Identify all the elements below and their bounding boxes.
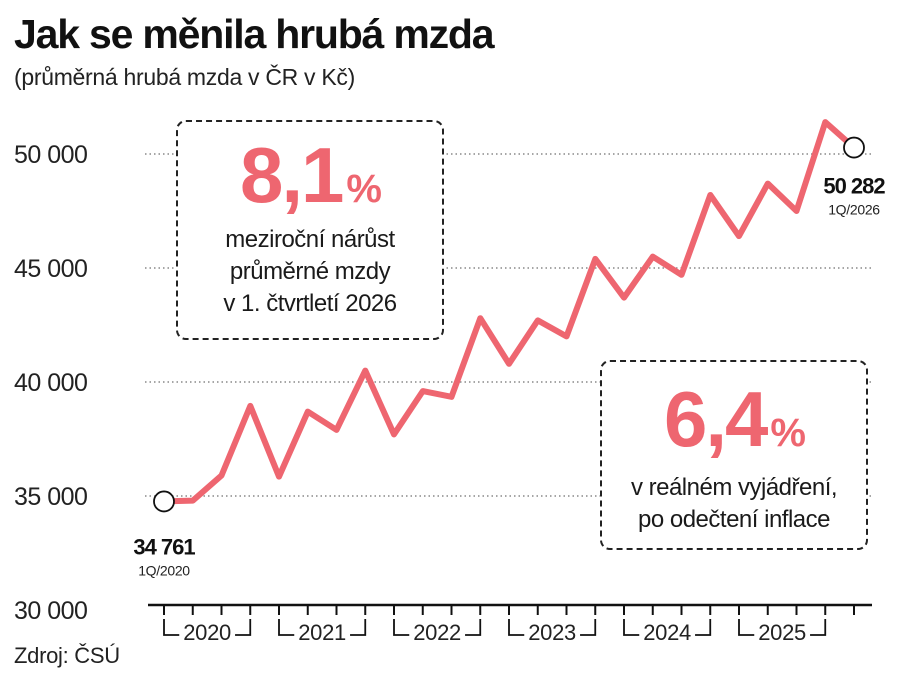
start-point-marker xyxy=(153,490,175,513)
growth-text-line1: meziroční nárůst xyxy=(225,226,395,253)
point-annotations: 34 761 1Q/2020 50 282 1Q/2026 xyxy=(133,174,886,579)
x-axis: 2020 2021 2022 2023 2024 2025 xyxy=(148,603,872,646)
y-tick-label: 40 000 xyxy=(14,369,87,397)
wage-series-line xyxy=(161,119,857,505)
source-note: Zdroj: ČSÚ xyxy=(14,643,120,668)
year-label-bg xyxy=(409,619,466,646)
real-growth-callout: 6,4% v reálném vyjádření, po odečtení in… xyxy=(600,360,868,550)
real-percent-sign: % xyxy=(770,411,806,455)
real-value-row: 6,4% xyxy=(602,380,866,458)
chart-subtitle: (průměrná hrubá mzda v ČR v Kč) xyxy=(14,64,355,90)
year-label: 2022 xyxy=(413,620,461,645)
growth-value-row: 8,1% xyxy=(178,136,442,214)
end-point-marker xyxy=(843,136,865,159)
y-axis-ticks: 30 000 35 000 40 000 45 000 50 000 xyxy=(14,141,88,625)
annotation-value: 34 761 xyxy=(133,534,195,559)
year-label-bg xyxy=(179,619,236,646)
real-text-line2: po odečtení inflace xyxy=(638,506,830,533)
growth-text-line3: v 1. čtvrtletí 2026 xyxy=(223,290,397,317)
y-tick-label: 50 000 xyxy=(14,141,87,169)
growth-text-line2: průměrné mzdy xyxy=(229,258,391,285)
annotation-period: 1Q/2020 xyxy=(138,562,190,578)
real-value: 6,4 xyxy=(663,375,768,463)
year-label-bg xyxy=(294,619,351,646)
year-label-bg xyxy=(639,619,696,646)
growth-text: meziroční nárůst průměrné mzdy v 1. čtvr… xyxy=(178,224,442,320)
annotation-value: 50 282 xyxy=(823,174,885,199)
real-text-line1: v reálném vyjádření, xyxy=(630,474,838,501)
year-label-bg xyxy=(754,619,811,646)
year-label: 2025 xyxy=(758,620,806,645)
growth-value: 8,1 xyxy=(239,131,344,219)
y-tick-label: 30 000 xyxy=(14,597,87,625)
annotation-period: 1Q/2026 xyxy=(828,202,880,218)
chart-title: Jak se měnila hrubá mzda xyxy=(14,11,495,57)
y-tick-label: 35 000 xyxy=(14,483,87,511)
year-label: 2024 xyxy=(643,620,691,645)
year-label: 2023 xyxy=(528,620,576,645)
series-points xyxy=(153,136,865,513)
year-label: 2020 xyxy=(183,620,231,645)
real-text: v reálném vyjádření, po odečtení inflace xyxy=(602,472,866,536)
growth-callout: 8,1% meziroční nárůst průměrné mzdy v 1.… xyxy=(176,120,444,340)
year-label: 2021 xyxy=(298,620,346,645)
y-tick-label: 45 000 xyxy=(14,255,87,283)
year-label-bg xyxy=(524,619,581,646)
growth-percent-sign: % xyxy=(346,167,382,211)
